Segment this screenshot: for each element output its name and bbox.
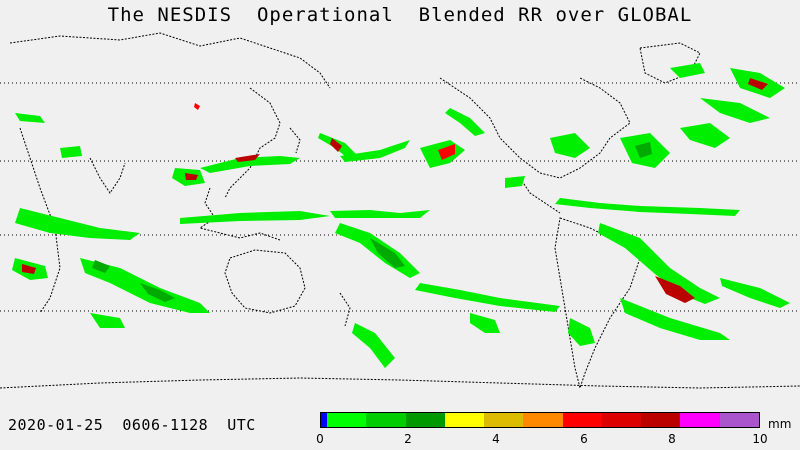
precip-core-south-atlantic — [655, 276, 695, 303]
legend-swatch — [484, 413, 524, 427]
coast-antarctica — [0, 377, 800, 389]
precip-band-indian-ocean — [15, 208, 140, 240]
precip-core-north-atlantic-1 — [635, 142, 652, 158]
precip-core-north-atlantic-4 — [748, 78, 768, 90]
precip-band-spcz — [415, 283, 560, 312]
precip-core-kuroshio — [235, 154, 260, 162]
precip-band-south-atlantic-1 — [598, 223, 720, 304]
legend-swatch — [327, 413, 367, 427]
latitude-gridlines — [0, 82, 800, 312]
legend-swatch — [719, 413, 759, 427]
precip-band-europe — [700, 98, 770, 123]
legend-swatch — [562, 413, 602, 427]
legend-swatch — [444, 413, 485, 427]
coast-new-zealand — [339, 292, 351, 327]
precip-core-indian — [92, 260, 110, 273]
coast-greenland — [639, 42, 701, 84]
precip-band-itcz-west — [180, 211, 330, 224]
coast-japan — [289, 127, 301, 154]
legend-swatch — [366, 413, 406, 427]
legend-tick-label: 4 — [492, 432, 500, 446]
precip-band-south-atlantic-3 — [720, 278, 790, 308]
legend-swatch — [601, 413, 642, 427]
legend-bar — [320, 412, 760, 428]
precip-core-africa — [22, 264, 36, 274]
precip-band-arabia — [60, 146, 82, 158]
precip-band-south-atlantic-2 — [620, 298, 730, 340]
coast-eurasia-north — [9, 32, 331, 89]
precip-band-tasman — [470, 313, 500, 333]
legend-tick-label: 10 — [752, 432, 768, 446]
precip-band-south-america — [568, 318, 595, 346]
precip-core-australia-south — [140, 283, 175, 302]
map-title: The NESDIS Operational Blended RR over G… — [107, 4, 693, 26]
precip-band-gulf — [505, 176, 525, 188]
precip-core-southeast-asia — [185, 173, 198, 180]
legend-tick-label: 0 — [316, 432, 324, 446]
legend-swatch — [523, 413, 563, 427]
precipitation-areas — [12, 63, 790, 368]
legend-swatch — [680, 413, 720, 427]
precip-band-southern-ocean — [90, 313, 125, 328]
precip-core-asia-small — [194, 103, 200, 110]
precip-band-alaska — [445, 108, 485, 136]
coast-north-america — [439, 77, 631, 179]
coast-south-america — [554, 217, 641, 390]
precip-core-north-pacific-1 — [330, 138, 342, 152]
date-range: 2020-01-25 0606-1128 UTC — [8, 416, 256, 434]
legend-swatch — [641, 413, 681, 427]
coast-australia — [224, 249, 306, 314]
coastlines — [0, 32, 800, 390]
precip-core-south-pacific — [370, 238, 405, 268]
coast-east-asia — [224, 87, 281, 199]
legend-swatch — [405, 413, 445, 427]
coast-india — [89, 157, 126, 194]
legend-tick-label: 6 — [580, 432, 588, 446]
legend-swatch — [321, 413, 327, 427]
precip-band-itcz-central — [330, 210, 430, 218]
legend-tick-label: 2 — [404, 432, 412, 446]
precip-band-north-atlantic-2 — [680, 123, 730, 148]
precip-band-north-pacific-2 — [340, 140, 410, 162]
precip-core-north-pacific-3 — [438, 144, 455, 160]
precip-band-kuroshio — [200, 156, 300, 173]
color-legend: 0 2 4 6 8 10 — [316, 412, 768, 450]
legend-tick-label: 8 — [668, 432, 676, 446]
precip-band-itcz-east — [555, 198, 740, 216]
precip-band-siberia — [15, 113, 45, 123]
coast-se-asia — [198, 187, 281, 241]
coast-central-america — [519, 177, 561, 214]
precip-band-north-atlantic-3 — [670, 63, 705, 78]
precipitation-map — [0, 32, 800, 390]
precip-band-east-us — [550, 133, 590, 158]
legend-unit: mm — [768, 417, 792, 431]
precip-band-nz — [352, 323, 395, 368]
